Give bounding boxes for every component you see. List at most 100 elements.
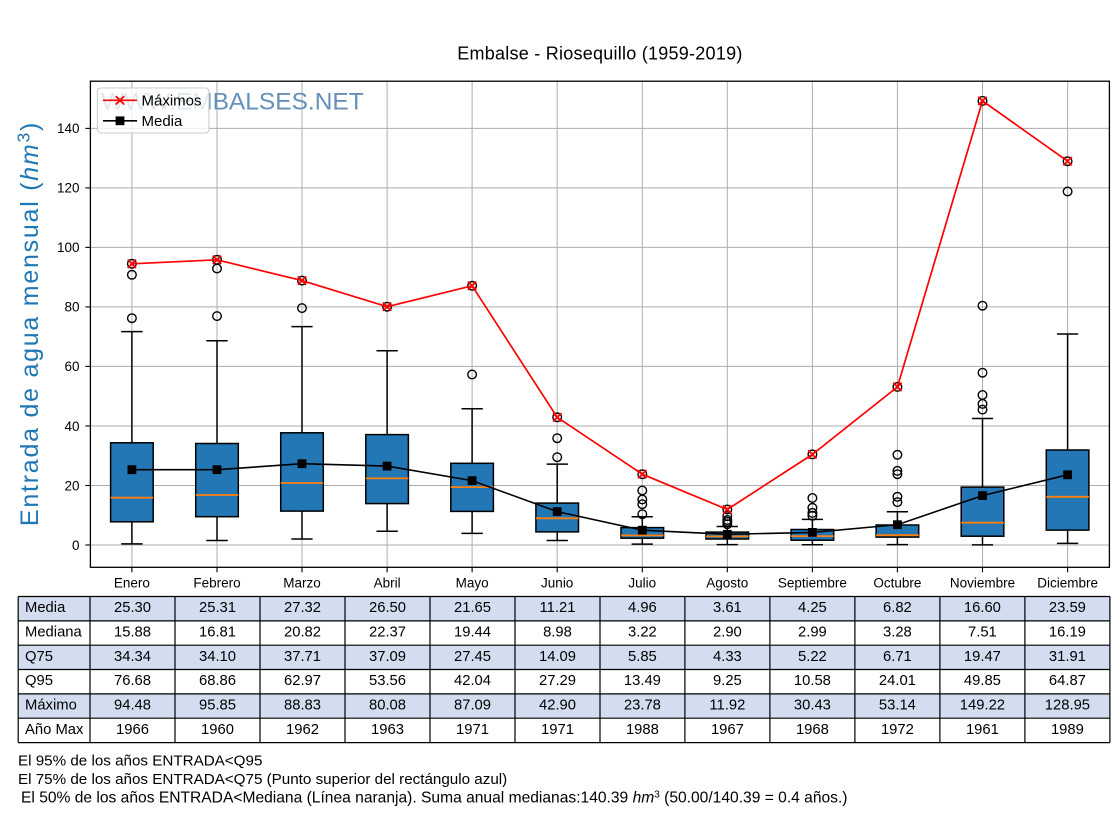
- svg-text:1961: 1961: [966, 722, 999, 738]
- svg-text:25.31: 25.31: [199, 600, 236, 616]
- svg-text:25.30: 25.30: [114, 600, 151, 616]
- svg-text:95.85: 95.85: [199, 698, 236, 714]
- svg-text:Julio: Julio: [628, 575, 656, 590]
- svg-text:2.90: 2.90: [713, 625, 742, 641]
- svg-text:Año Max: Año Max: [25, 722, 84, 738]
- svg-text:37.71: 37.71: [284, 649, 321, 665]
- svg-text:19.44: 19.44: [454, 625, 491, 641]
- svg-text:100: 100: [57, 240, 80, 255]
- svg-text:20.82: 20.82: [284, 625, 321, 641]
- svg-text:Octubre: Octubre: [873, 575, 921, 590]
- svg-text:1966: 1966: [116, 722, 149, 738]
- svg-text:15.88: 15.88: [114, 625, 151, 641]
- svg-text:1988: 1988: [626, 722, 659, 738]
- svg-text:16.60: 16.60: [964, 600, 1001, 616]
- svg-text:Noviembre: Noviembre: [950, 575, 1015, 590]
- svg-text:34.34: 34.34: [114, 649, 151, 665]
- svg-text:Q95: Q95: [25, 673, 53, 689]
- svg-text:Diciembre: Diciembre: [1037, 575, 1098, 590]
- svg-text:1968: 1968: [796, 722, 829, 738]
- svg-text:2.99: 2.99: [798, 625, 827, 641]
- svg-text:53.14: 53.14: [879, 698, 916, 714]
- svg-text:40: 40: [64, 419, 79, 434]
- svg-text:34.10: 34.10: [199, 649, 236, 665]
- svg-text:26.50: 26.50: [369, 600, 406, 616]
- svg-text:94.48: 94.48: [114, 698, 151, 714]
- svg-text:El 75% de los años ENTRADA<Q75: El 75% de los años ENTRADA<Q75 (Punto su…: [18, 771, 507, 788]
- svg-text:16.81: 16.81: [199, 625, 236, 641]
- svg-text:31.91: 31.91: [1049, 649, 1086, 665]
- svg-text:76.68: 76.68: [114, 673, 151, 689]
- svg-text:Enero: Enero: [114, 575, 150, 590]
- svg-text:49.85: 49.85: [964, 673, 1001, 689]
- svg-text:El 50% de los años ENTRADA<Med: El 50% de los años ENTRADA<Mediana (Líne…: [21, 789, 848, 806]
- svg-text:6.82: 6.82: [883, 600, 912, 616]
- svg-text:0: 0: [72, 538, 80, 553]
- svg-text:5.22: 5.22: [798, 649, 827, 665]
- svg-text:1967: 1967: [711, 722, 744, 738]
- svg-text:11.92: 11.92: [709, 698, 745, 714]
- svg-text:1971: 1971: [456, 722, 489, 738]
- svg-text:1989: 1989: [1051, 722, 1084, 738]
- svg-text:37.09: 37.09: [369, 649, 406, 665]
- svg-text:27.29: 27.29: [539, 673, 576, 689]
- svg-text:3.61: 3.61: [713, 600, 742, 616]
- svg-text:1971: 1971: [541, 722, 574, 738]
- svg-text:80: 80: [64, 300, 79, 315]
- svg-text:23.59: 23.59: [1049, 600, 1086, 616]
- svg-text:El 95% de los años ENTRADA<Q95: El 95% de los años ENTRADA<Q95: [18, 753, 262, 770]
- svg-text:5.85: 5.85: [628, 649, 657, 665]
- svg-text:6.71: 6.71: [883, 649, 912, 665]
- svg-text:Media: Media: [25, 600, 66, 616]
- svg-text:14.09: 14.09: [539, 649, 576, 665]
- svg-text:Marzo: Marzo: [283, 575, 321, 590]
- svg-text:3.22: 3.22: [628, 625, 657, 641]
- svg-text:42.04: 42.04: [454, 673, 491, 689]
- svg-text:Embalse - Riosequillo (1959-20: Embalse - Riosequillo (1959-2019): [457, 43, 742, 63]
- svg-text:11.21: 11.21: [540, 600, 576, 616]
- svg-text:4.33: 4.33: [713, 649, 742, 665]
- svg-text:24.01: 24.01: [879, 673, 916, 689]
- svg-text:149.22: 149.22: [960, 698, 1005, 714]
- svg-text:27.32: 27.32: [284, 600, 321, 616]
- svg-text:Máximos: Máximos: [142, 92, 202, 109]
- svg-text:9.25: 9.25: [713, 673, 742, 689]
- svg-text:Febrero: Febrero: [193, 575, 240, 590]
- svg-text:62.97: 62.97: [284, 673, 321, 689]
- svg-text:140: 140: [57, 121, 80, 136]
- svg-text:Entrada de agua mensual (hm3): Entrada de agua mensual (hm3): [13, 121, 44, 526]
- svg-text:23.78: 23.78: [624, 698, 661, 714]
- svg-text:Agosto: Agosto: [706, 575, 748, 590]
- svg-text:20: 20: [64, 478, 79, 493]
- svg-text:Mediana: Mediana: [25, 625, 83, 641]
- svg-text:87.09: 87.09: [454, 698, 491, 714]
- svg-text:21.65: 21.65: [454, 600, 491, 616]
- svg-text:Q75: Q75: [25, 649, 53, 665]
- svg-text:Junio: Junio: [541, 575, 573, 590]
- svg-text:4.25: 4.25: [798, 600, 827, 616]
- svg-text:68.86: 68.86: [199, 673, 236, 689]
- svg-text:Máximo: Máximo: [25, 698, 77, 714]
- svg-text:88.83: 88.83: [284, 698, 321, 714]
- svg-text:8.98: 8.98: [543, 625, 572, 641]
- svg-text:60: 60: [64, 359, 79, 374]
- svg-text:16.19: 16.19: [1049, 625, 1086, 641]
- svg-text:42.90: 42.90: [539, 698, 576, 714]
- svg-text:1960: 1960: [201, 722, 234, 738]
- svg-text:22.37: 22.37: [369, 625, 406, 641]
- svg-text:7.51: 7.51: [968, 625, 997, 641]
- svg-text:Media: Media: [142, 113, 184, 130]
- svg-text:53.56: 53.56: [369, 673, 406, 689]
- svg-text:64.87: 64.87: [1049, 673, 1086, 689]
- svg-text:30.43: 30.43: [794, 698, 831, 714]
- svg-text:19.47: 19.47: [964, 649, 1001, 665]
- svg-text:1963: 1963: [371, 722, 404, 738]
- svg-text:10.58: 10.58: [794, 673, 831, 689]
- svg-text:3.28: 3.28: [883, 625, 912, 641]
- svg-text:128.95: 128.95: [1045, 698, 1090, 714]
- svg-text:4.96: 4.96: [628, 600, 657, 616]
- svg-text:27.45: 27.45: [454, 649, 491, 665]
- svg-text:1962: 1962: [286, 722, 319, 738]
- svg-text:120: 120: [57, 181, 80, 196]
- svg-text:1972: 1972: [881, 722, 914, 738]
